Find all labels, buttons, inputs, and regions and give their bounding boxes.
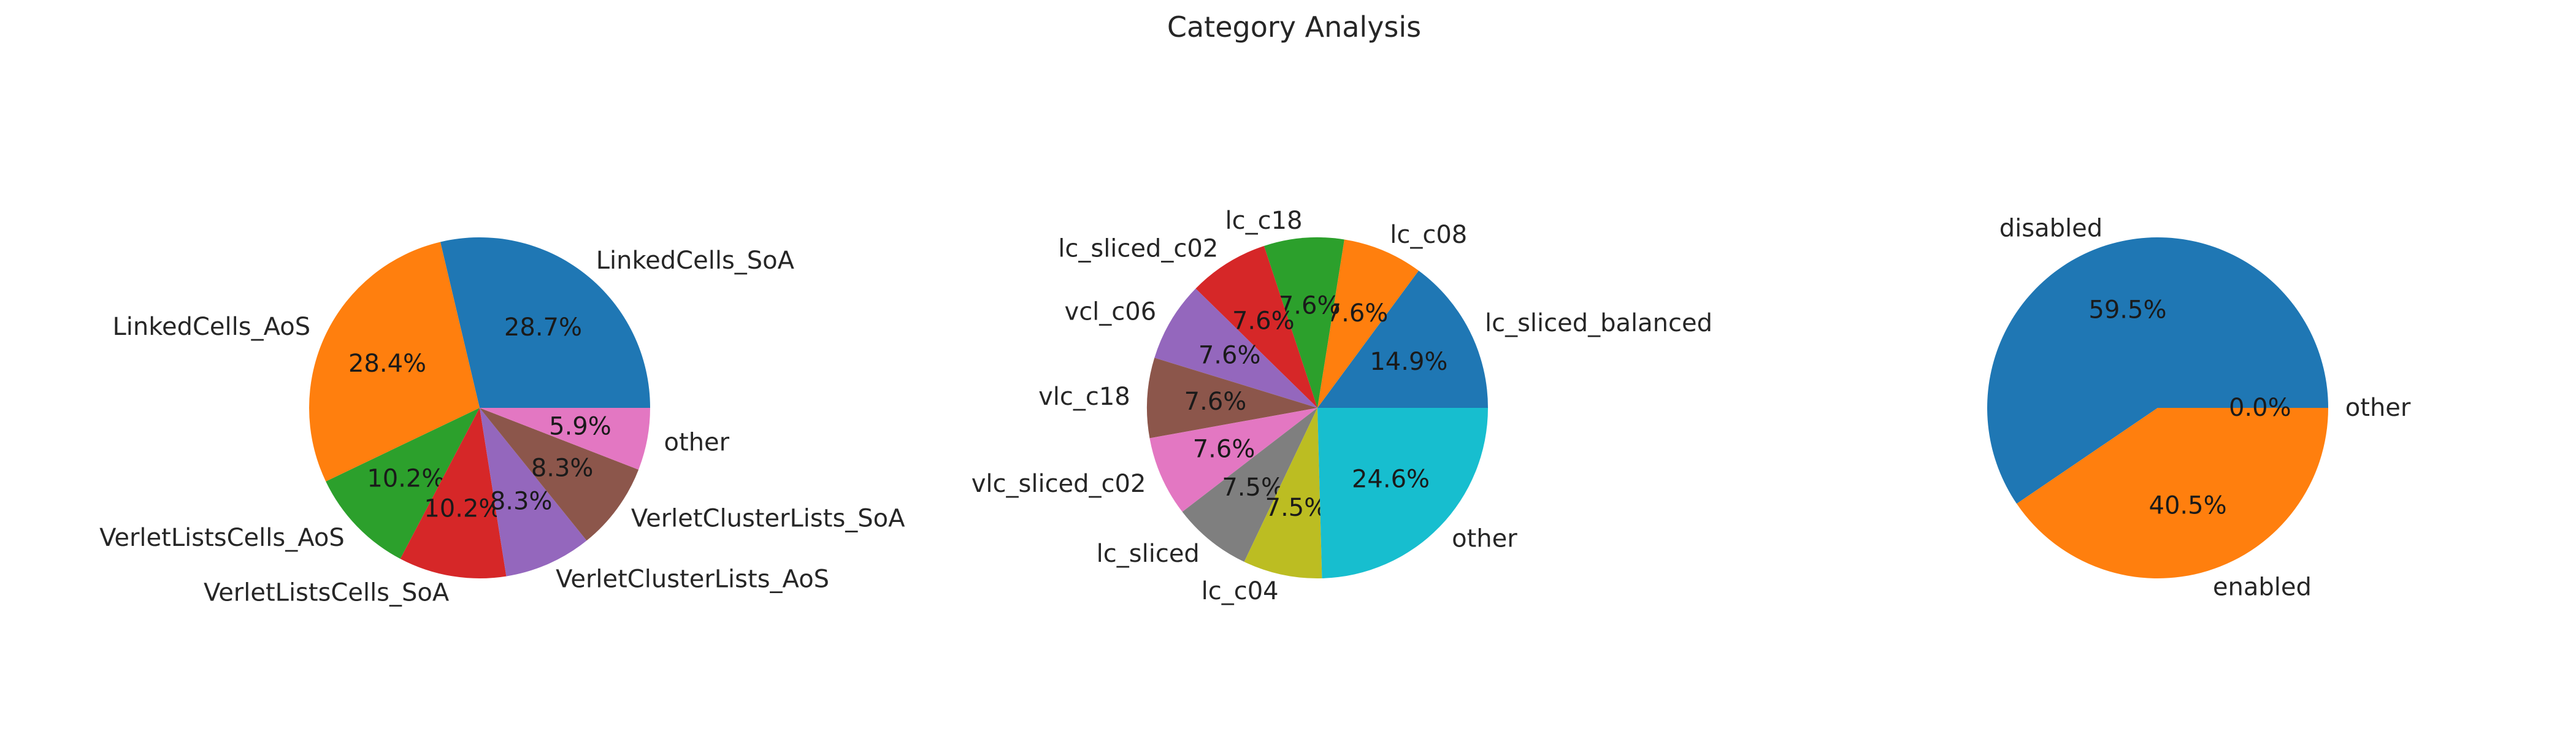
pie-chart-traversals: lc_sliced_balanced 14.9% lc_c08 7.6% lc_c18 7… bbox=[972, 207, 1712, 605]
pie-slice-other bbox=[480, 408, 650, 470]
pie-chart-strategies: LinkedCells_SoA 28.7% LinkedCells_AoS 28.4%… bbox=[99, 237, 905, 607]
slice-label-vcl-c06: vcl_c06 bbox=[1065, 298, 1157, 326]
slice-percent-other: 5.9% bbox=[549, 413, 611, 441]
slice-label-enabled: enabled bbox=[2213, 573, 2312, 601]
slice-label-disabled: disabled bbox=[1999, 215, 2103, 243]
slice-label-verletlistscells-aos: VerletListsCells_AoS bbox=[99, 524, 345, 552]
slice-label-other: other bbox=[1452, 524, 1517, 553]
pie-slice-other bbox=[1317, 408, 1488, 578]
slice-label-verletclusterlists-aos: VerletClusterLists_AoS bbox=[556, 565, 829, 593]
slice-percent-disabled: 59.5% bbox=[2088, 296, 2166, 324]
slice-percent-vlc-c18: 7.6% bbox=[1184, 388, 1247, 416]
slice-percent-verletlistscells-soa: 10.2% bbox=[424, 495, 502, 523]
slice-percent-lc-sliced-c02: 7.6% bbox=[1232, 307, 1295, 335]
pie-slice-lc-sliced-balanced bbox=[1317, 270, 1488, 408]
slice-percent-lc-sliced-balanced: 14.9% bbox=[1370, 348, 1447, 376]
slice-label-other: other bbox=[664, 428, 730, 456]
slice-percent-vcl-c06: 7.6% bbox=[1198, 342, 1261, 370]
slice-label-lc-c04: lc_c04 bbox=[1202, 577, 1279, 605]
slice-percent-lc-c04: 7.5% bbox=[1265, 494, 1328, 522]
pie-slice-lc-sliced-c02 bbox=[1195, 245, 1317, 408]
slice-label-verletclusterlists-soa: VerletClusterLists_SoA bbox=[631, 505, 905, 533]
pie-slice-vcl-c06 bbox=[1154, 288, 1317, 408]
slice-percent-linkedcells-soa: 28.7% bbox=[504, 313, 582, 342]
slice-percent-verletclusterlists-soa: 8.3% bbox=[531, 454, 594, 482]
slice-percent-vlc-sliced-c02: 7.6% bbox=[1193, 435, 1255, 464]
pie-slice-vlc-c18 bbox=[1147, 358, 1317, 439]
pie-slice-verletlistscells-soa bbox=[400, 408, 507, 578]
pie-slice-verletlistscells-aos bbox=[326, 408, 480, 559]
pie-slice-lc-c04 bbox=[1244, 408, 1322, 578]
pie-slice-linkedcells-soa bbox=[440, 237, 650, 408]
slice-percent-lc-c18: 7.6% bbox=[1278, 292, 1341, 320]
slice-label-linkedcells-aos: LinkedCells_AoS bbox=[113, 313, 311, 341]
slice-label-linkedcells-soa: LinkedCells_SoA bbox=[596, 247, 795, 275]
slice-label-lc-c08: lc_c08 bbox=[1390, 221, 1467, 249]
pie-slice-verletclusterlists-soa bbox=[480, 408, 639, 541]
pie-slice-linkedcells-aos bbox=[309, 242, 480, 481]
pie-slice-vlc-sliced-c02 bbox=[1149, 408, 1317, 512]
slice-percent-other: 0.0% bbox=[2229, 394, 2291, 422]
slice-percent-other: 24.6% bbox=[1352, 465, 1430, 493]
slice-percent-enabled: 40.5% bbox=[2149, 491, 2227, 519]
slice-label-lc-c18: lc_c18 bbox=[1225, 207, 1303, 235]
pie-slice-lc-c18 bbox=[1263, 237, 1344, 408]
pie-slice-disabled bbox=[1987, 237, 2328, 504]
slice-label-lc-sliced-c02: lc_sliced_c02 bbox=[1058, 234, 1218, 263]
slice-label-lc-sliced: lc_sliced bbox=[1097, 540, 1200, 568]
figure-title: Category Analysis bbox=[1167, 10, 1421, 44]
slice-percent-verletlistscells-aos: 10.2% bbox=[367, 465, 445, 493]
slice-percent-lc-sliced: 7.5% bbox=[1222, 473, 1284, 502]
pie-slice-verletclusterlists-aos bbox=[480, 408, 587, 577]
slice-label-vlc-c18: vlc_c18 bbox=[1038, 383, 1130, 411]
slice-percent-linkedcells-aos: 28.4% bbox=[348, 350, 426, 378]
slice-percent-lc-c08: 7.6% bbox=[1326, 299, 1389, 328]
pie-slice-enabled bbox=[2017, 408, 2328, 579]
slice-label-other: other bbox=[2345, 394, 2411, 422]
slice-percent-verletclusterlists-aos: 8.3% bbox=[490, 487, 553, 515]
pie-slice-lc-c08 bbox=[1317, 239, 1419, 408]
pie-chart-newton3: disabled 59.5% enabled 40.5% other 0.0% bbox=[1987, 215, 2411, 601]
slice-label-vlc-sliced-c02: vlc_sliced_c02 bbox=[972, 470, 1146, 498]
slice-label-lc-sliced-balanced: lc_sliced_balanced bbox=[1485, 309, 1712, 337]
slice-label-verletlistscells-soa: VerletListsCells_SoA bbox=[204, 579, 450, 607]
pie-slice-lc-sliced bbox=[1182, 408, 1317, 562]
